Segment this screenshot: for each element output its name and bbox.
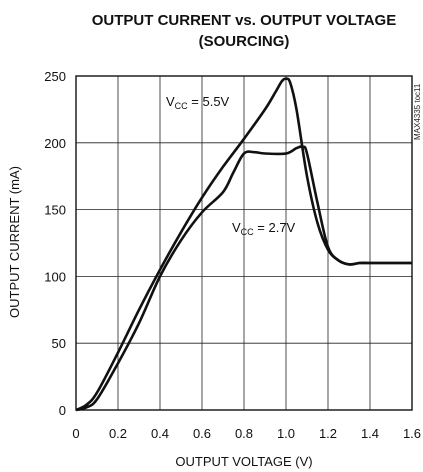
y-tick-label: 250 <box>44 69 66 84</box>
plot-frame <box>75 75 413 411</box>
x-tick-label: 1.4 <box>361 426 379 441</box>
y-tick-label: 50 <box>52 336 66 351</box>
y-tick-label: 100 <box>44 269 66 284</box>
series-label-5v5: VCC = 5.5V <box>166 94 230 111</box>
x-tick-label: 1.6 <box>403 426 421 441</box>
series-label-5v5-sub: CC <box>175 101 188 111</box>
y-tick-labels: 0 50 100 150 200 250 <box>44 69 66 418</box>
x-tick-label: 0.4 <box>151 426 169 441</box>
x-tick-label: 0.6 <box>193 426 211 441</box>
series-label-5v5-prefix: V <box>166 94 175 109</box>
x-tick-label: 0.8 <box>235 426 253 441</box>
x-axis-label: OUTPUT VOLTAGE (V) <box>175 454 312 469</box>
figure-code: MAX4335 toc11 <box>413 83 422 140</box>
y-tick-label: 200 <box>44 136 66 151</box>
y-tick-label: 0 <box>59 403 66 418</box>
chart-title-line2: (SOURCING) <box>199 33 290 50</box>
x-tick-labels: 0 0.2 0.4 0.6 0.8 1.0 1.2 1.4 1.6 <box>72 426 421 441</box>
chart-title-line1: OUTPUT CURRENT vs. OUTPUT VOLTAGE <box>92 12 396 29</box>
series-label-2v7-sub: CC <box>241 227 254 237</box>
grid <box>76 76 412 410</box>
x-tick-label: 0.2 <box>109 426 127 441</box>
x-tick-label: 1.0 <box>277 426 295 441</box>
series-label-2v7-prefix: V <box>232 220 241 235</box>
y-tick-label: 150 <box>44 203 66 218</box>
series-label-2v7-suffix: = 2.7V <box>254 220 296 235</box>
series-label-2v7: VCC = 2.7V <box>232 220 296 237</box>
y-axis-label: OUTPUT CURRENT (mA) <box>7 166 22 318</box>
series-line-2v7 <box>75 145 412 412</box>
x-tick-label: 0 <box>72 426 79 441</box>
series-group <box>75 77 412 412</box>
x-tick-label: 1.2 <box>319 426 337 441</box>
series-label-5v5-suffix: = 5.5V <box>188 94 230 109</box>
